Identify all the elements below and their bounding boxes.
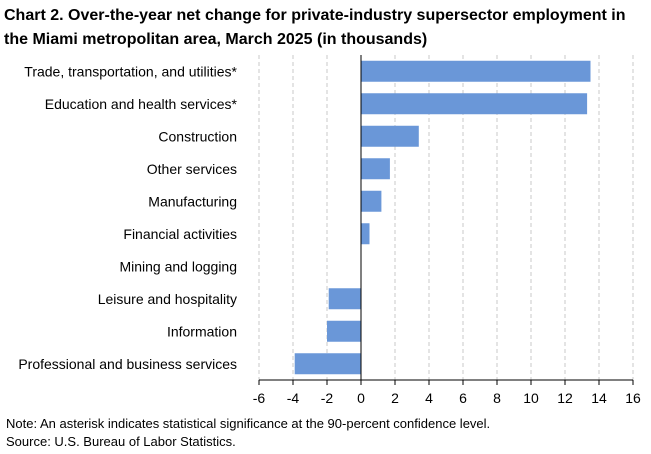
category-label: Trade, transportation, and utilities* [24,63,237,79]
category-label: Professional and business services [18,356,237,372]
category-label: Mining and logging [119,258,237,274]
category-label: Construction [158,128,237,144]
bar [361,158,390,180]
x-tick-label: -6 [253,390,266,406]
bar [328,288,361,310]
category-label: Manufacturing [148,193,237,209]
x-tick-label: -4 [287,390,300,406]
x-tick-label: -2 [321,390,334,406]
category-label: Financial activities [123,226,237,242]
category-label: Information [167,323,237,339]
x-tick-label: 8 [493,390,501,406]
x-tick-label: 0 [357,390,365,406]
bar [361,223,370,245]
bar [361,93,588,115]
chart-title-line-1: Chart 2. Over-the-year net change for pr… [4,7,626,24]
chart-title-line-2: the Miami metropolitan area, March 2025 … [4,31,428,48]
x-tick-label: 6 [459,390,467,406]
bar [294,353,361,375]
footnote: Note: An asterisk indicates statistical … [6,416,491,431]
source-note: Source: U.S. Bureau of Labor Statistics. [6,434,236,449]
bar [327,320,361,342]
chart-footer: Note: An asterisk indicates statistical … [6,415,490,451]
x-tick-label: 16 [625,390,641,406]
bar [361,125,419,147]
category-label: Other services [147,161,237,177]
x-tick-label: 4 [425,390,433,406]
chart-title: Chart 2. Over-the-year net change for pr… [4,4,644,52]
category-label: Education and health services* [45,96,238,112]
x-tick-label: 2 [391,390,399,406]
x-tick-label: 12 [557,390,573,406]
bar [361,60,591,82]
x-tick-label: 10 [523,390,539,406]
bar [361,190,382,212]
x-tick-label: 14 [591,390,607,406]
category-label: Leisure and hospitality [98,291,237,307]
